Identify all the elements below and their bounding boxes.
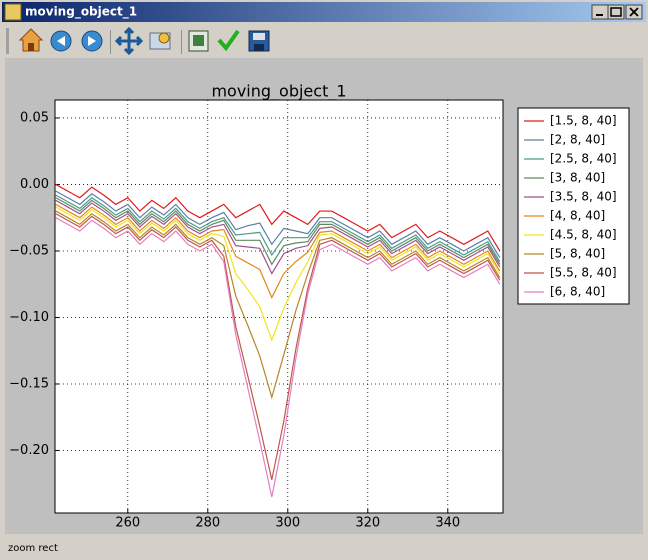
legend-label: [4, 8, 40] bbox=[550, 209, 605, 223]
toolbar-separator bbox=[110, 30, 111, 54]
edit-button[interactable] bbox=[217, 29, 240, 52]
series-line bbox=[55, 213, 501, 480]
x-tick-label: 260 bbox=[115, 516, 140, 531]
y-tick-label: −0.10 bbox=[9, 310, 49, 325]
legend-label: [6, 8, 40] bbox=[550, 285, 605, 299]
status-text: zoom rect bbox=[8, 543, 58, 554]
y-tick-label: −0.05 bbox=[9, 243, 49, 258]
y-tick-label: −0.20 bbox=[9, 443, 49, 458]
legend-label: [5.5, 8, 40] bbox=[550, 266, 617, 280]
home-button[interactable] bbox=[18, 28, 44, 52]
back-button[interactable] bbox=[50, 30, 72, 52]
series-line bbox=[55, 203, 501, 299]
legend-label: [3.5, 8, 40] bbox=[550, 190, 617, 204]
pan-button[interactable] bbox=[114, 26, 144, 56]
y-tick-label: 0.00 bbox=[20, 177, 49, 192]
minimize-button[interactable] bbox=[591, 4, 609, 20]
series-line bbox=[55, 194, 501, 262]
x-tick-label: 300 bbox=[275, 516, 300, 531]
subplots-button[interactable] bbox=[188, 30, 209, 52]
x-tick-label: 320 bbox=[355, 516, 380, 531]
legend-label: [3, 8, 40] bbox=[550, 171, 605, 185]
legend-label: [4.5, 8, 40] bbox=[550, 228, 617, 242]
legend-label: [2, 8, 40] bbox=[550, 133, 605, 147]
toolbar-separator bbox=[181, 30, 182, 54]
grid bbox=[55, 100, 503, 513]
window-title: moving_object_1 bbox=[25, 5, 137, 20]
legend-box bbox=[517, 107, 630, 305]
series-line bbox=[55, 190, 501, 258]
series-line bbox=[55, 210, 501, 400]
plot-frame bbox=[54, 99, 504, 514]
app-icon bbox=[4, 3, 22, 21]
plot-area bbox=[55, 100, 503, 513]
series-line bbox=[55, 217, 501, 498]
series-line bbox=[55, 199, 501, 275]
series-line bbox=[55, 206, 501, 342]
series-line bbox=[55, 197, 501, 266]
chart-title: moving_object_1 bbox=[211, 82, 346, 102]
x-tick-label: 280 bbox=[195, 516, 220, 531]
series-line bbox=[55, 183, 501, 252]
toolbar bbox=[6, 26, 270, 56]
status-bar bbox=[0, 536, 648, 560]
y-tick-label: −0.15 bbox=[9, 376, 49, 391]
window-buttons bbox=[591, 4, 643, 20]
y-tick-label: 0.05 bbox=[20, 110, 49, 125]
toolbar-handle bbox=[6, 28, 9, 54]
legend-label: [2.5, 8, 40] bbox=[550, 152, 617, 166]
minimize-glyph bbox=[596, 14, 603, 16]
save-button[interactable] bbox=[248, 30, 270, 52]
legend-label: [5, 8, 40] bbox=[550, 247, 605, 261]
forward-button[interactable] bbox=[81, 30, 103, 52]
zoom-button[interactable] bbox=[149, 32, 171, 50]
legend: [1.5, 8, 40] [2, 8, 40] [2.5, 8, 40] [3, 8,… bbox=[517, 107, 630, 305]
x-tick-label: 340 bbox=[435, 516, 460, 531]
lines bbox=[55, 183, 501, 498]
maximize-glyph bbox=[610, 7, 622, 17]
close-glyph bbox=[629, 7, 639, 17]
legend-label: [1.5, 8, 40] bbox=[550, 114, 617, 128]
title-bar bbox=[2, 2, 646, 22]
